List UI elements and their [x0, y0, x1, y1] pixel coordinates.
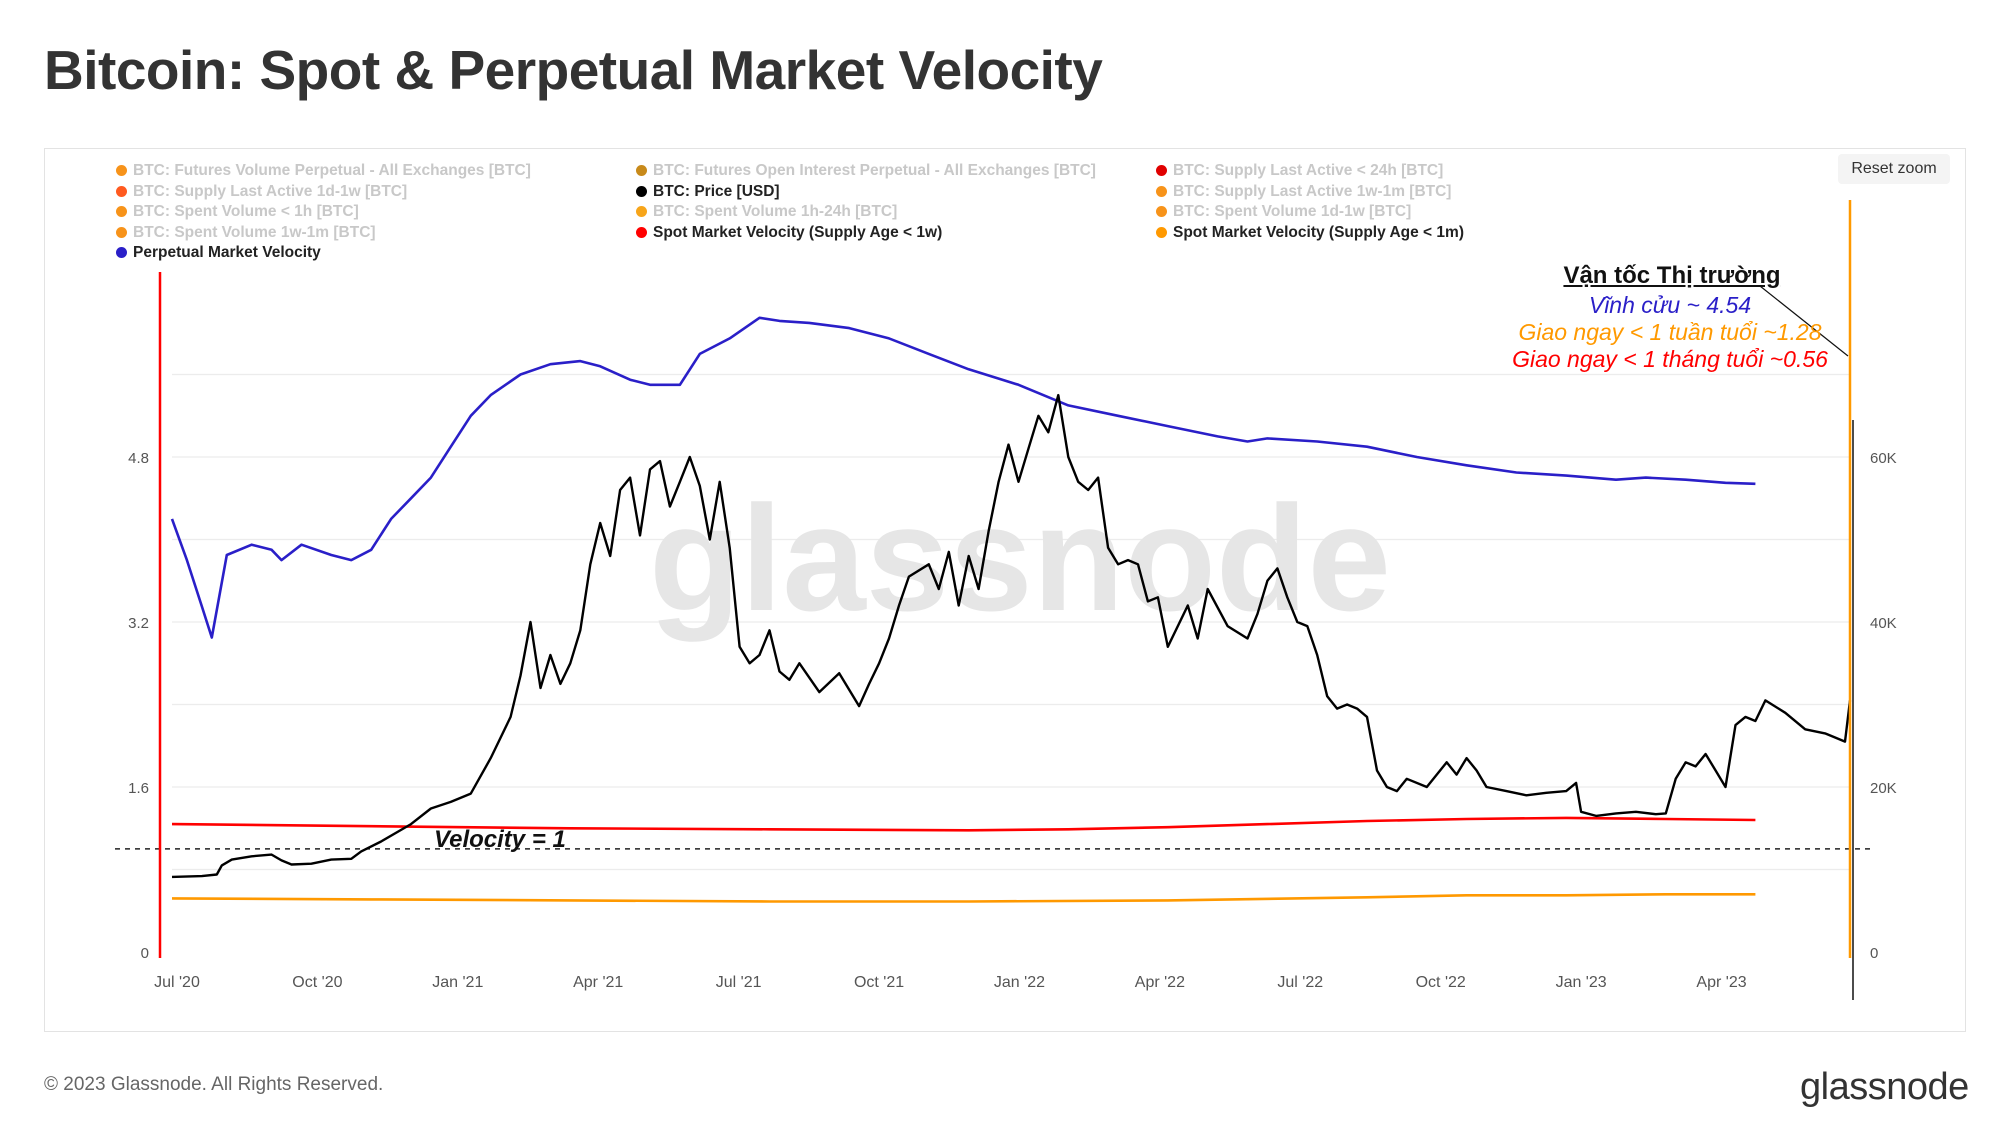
legend-label: BTC: Futures Volume Perpetual - All Exch… — [133, 162, 531, 179]
legend-label: BTC: Supply Last Active 1w-1m [BTC] — [1173, 182, 1452, 200]
legend-marker-icon — [116, 226, 127, 238]
legend-item[interactable]: BTC: Futures Volume Perpetual - All Exch… — [116, 162, 531, 180]
y-right-tick-label: 20K — [1870, 780, 1897, 797]
y-left-tick-label: 1.6 — [128, 780, 149, 797]
legend-marker-icon — [116, 247, 127, 258]
x-tick-label: Apr '23 — [1696, 974, 1746, 991]
legend-label: Spot Market Velocity (Supply Age < 1m) — [1173, 223, 1464, 241]
legend-marker-icon — [116, 165, 127, 176]
legend-item[interactable]: Perpetual Market Velocity — [116, 244, 321, 262]
annotation-pointer-line — [1759, 285, 1849, 357]
legend-marker-icon — [116, 185, 127, 197]
x-tick-label: Apr '22 — [1135, 974, 1185, 991]
velocity-annotation: Vận tốc Thị trường — [1492, 262, 1852, 290]
x-tick-label: Jan '21 — [432, 974, 483, 991]
legend-item[interactable]: BTC: Supply Last Active 1d-1w [BTC] — [116, 183, 407, 201]
legend-label: Perpetual Market Velocity — [133, 244, 321, 261]
x-tick-label: Oct '21 — [854, 974, 904, 991]
legend-item[interactable]: BTC: Spent Volume 1d-1w [BTC] — [1156, 203, 1411, 221]
legend-marker-icon — [1156, 185, 1167, 197]
legend-label: Spot Market Velocity (Supply Age < 1w) — [653, 223, 943, 241]
legend-item[interactable]: BTC: Futures Open Interest Perpetual - A… — [636, 162, 1096, 180]
annotation-heading: Vận tốc Thị trường — [1563, 262, 1781, 289]
brand-logo: glassnode — [1800, 1066, 1969, 1108]
legend-item[interactable]: Spot Market Velocity (Supply Age < 1m) — [1156, 224, 1464, 242]
chart-frame — [44, 148, 1966, 1032]
legend-label: BTC: Supply Last Active 1d-1w [BTC] — [133, 182, 408, 200]
legend-marker-icon — [116, 206, 127, 217]
legend-label: BTC: Spent Volume 1h-24h [BTC] — [653, 203, 898, 220]
legend-item[interactable]: BTC: Spent Volume 1h-24h [BTC] — [636, 203, 897, 221]
velocity-one-label: Velocity = 1 — [434, 826, 566, 853]
y-right-tick-label: 60K — [1870, 450, 1897, 467]
x-tick-label: Jan '22 — [994, 974, 1045, 991]
series-line — [171, 816, 1756, 832]
annotation-perpetual: Vĩnh cửu ~ 4.54 — [1588, 292, 1752, 318]
x-tick-label: Jul '21 — [716, 974, 762, 991]
legend-marker-icon — [636, 206, 647, 217]
y-left-tick-label: 3.2 — [128, 615, 149, 632]
legend-marker-icon — [636, 185, 647, 197]
x-tick-label: Jul '20 — [154, 974, 200, 991]
legend-marker-icon — [1156, 206, 1167, 217]
x-tick-label: Oct '20 — [292, 974, 342, 991]
series-line — [170, 316, 1756, 639]
x-tick-label: Apr '21 — [573, 974, 623, 991]
y-right-tick-label: 40K — [1870, 615, 1897, 632]
x-tick-label: Oct '22 — [1416, 974, 1466, 991]
legend-marker-icon — [636, 165, 647, 176]
legend-label: BTC: Price [USD] — [653, 182, 780, 200]
y-right-tick-label: 0 — [1870, 945, 1878, 962]
x-tick-label: Jul '22 — [1277, 974, 1323, 991]
legend-label: BTC: Futures Open Interest Perpetual - A… — [653, 162, 1096, 179]
y-left-tick-label: 4.8 — [128, 450, 149, 467]
copyright: © 2023 Glassnode. All Rights Reserved. — [44, 1074, 384, 1095]
x-tick-label: Jan '23 — [1556, 974, 1607, 991]
series-line — [171, 893, 1756, 903]
legend-item[interactable]: BTC: Spent Volume < 1h [BTC] — [116, 203, 359, 221]
legend-item[interactable]: Spot Market Velocity (Supply Age < 1w) — [636, 224, 942, 242]
legend-item[interactable]: BTC: Supply Last Active < 24h [BTC] — [1156, 162, 1443, 180]
legend-item[interactable]: BTC: Price [USD] — [636, 183, 780, 201]
watermark: glassnode — [649, 474, 1391, 642]
legend-marker-icon — [1156, 226, 1167, 238]
y-left-tick-label: 0 — [141, 945, 149, 962]
annotation-spot-1m: Giao ngay < 1 tháng tuổi ~0.56 — [1512, 346, 1828, 372]
legend-label: BTC: Spent Volume 1d-1w [BTC] — [1173, 203, 1412, 220]
legend-item[interactable]: BTC: Supply Last Active 1w-1m [BTC] — [1156, 183, 1451, 201]
legend-label: BTC: Supply Last Active < 24h [BTC] — [1173, 162, 1444, 179]
legend-marker-icon — [1156, 165, 1167, 176]
legend-item[interactable]: BTC: Spent Volume 1w-1m [BTC] — [116, 224, 376, 242]
reset-zoom-button[interactable]: Reset zoom — [1838, 154, 1950, 184]
legend-marker-icon — [636, 226, 647, 238]
legend-label: BTC: Spent Volume 1w-1m [BTC] — [133, 223, 376, 241]
series-line — [171, 393, 1852, 879]
annotation-lines: Vĩnh cửu ~ 4.54 Giao ngay < 1 tuần tuổi … — [1440, 292, 1900, 373]
annotation-spot-1w: Giao ngay < 1 tuần tuổi ~1.28 — [1518, 319, 1822, 345]
page-title: Bitcoin: Spot & Perpetual Market Velocit… — [44, 39, 1103, 101]
legend-label: BTC: Spent Volume < 1h [BTC] — [133, 203, 359, 220]
